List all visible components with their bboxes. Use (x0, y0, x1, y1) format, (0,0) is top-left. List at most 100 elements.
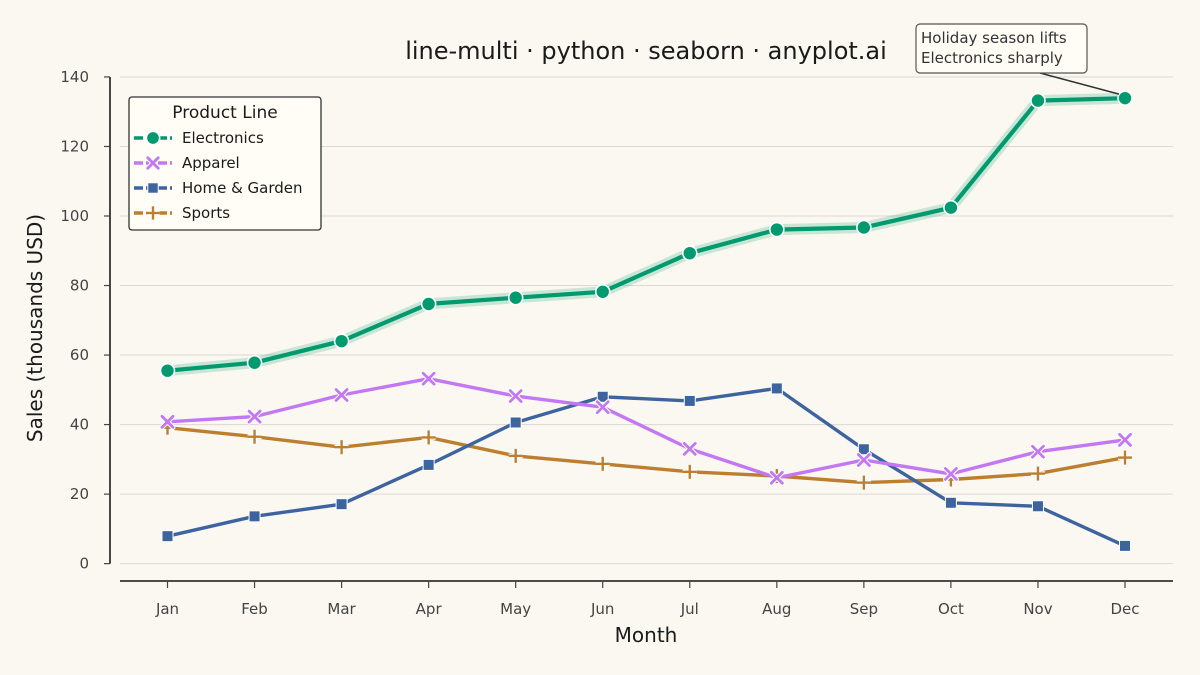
y-tick-label: 40 (70, 416, 89, 434)
data-point-home-garden (1031, 500, 1044, 513)
data-point-electronics (856, 219, 872, 236)
y-axis-label: Sales (thousands USD) (23, 214, 47, 442)
data-point-home-garden (944, 496, 957, 509)
y-tick-label: 0 (79, 555, 89, 573)
y-tick-label: 60 (70, 346, 89, 364)
data-point-sports (508, 448, 523, 463)
data-point-home-garden (596, 390, 609, 403)
data-point-electronics (333, 333, 350, 349)
data-point-apparel (594, 399, 611, 416)
x-tick-label: Apr (416, 600, 443, 618)
data-point-electronics (1117, 90, 1133, 106)
axes: 0 20 40 60 80 100 120 140 Jan Feb Mar Apr May Jun Jul A… (60, 68, 1173, 618)
series-line-apparel (165, 377, 1127, 480)
data-point-home-garden (422, 458, 435, 471)
data-point-electronics (420, 296, 437, 312)
data-point-apparel (768, 469, 785, 486)
data-point-apparel (420, 370, 437, 387)
x-tick-label: Nov (1023, 600, 1052, 618)
x-tick-label: Feb (241, 600, 268, 618)
data-point-home-garden (248, 510, 261, 523)
legend-label: Electronics (182, 129, 264, 147)
legend-box (128, 96, 322, 231)
x-tick-label: Dec (1110, 600, 1139, 618)
legend-label: Home & Garden (182, 179, 303, 197)
legend-marker (147, 182, 159, 194)
x-tick-label: May (500, 600, 531, 618)
data-point-sports (1118, 450, 1132, 465)
data-point-apparel (942, 465, 959, 482)
series-electronics (159, 90, 1133, 379)
legend-item-sports: Sports (134, 204, 230, 222)
legend-title: Product Line (172, 103, 277, 123)
annotation-text: Holiday season lifts (921, 29, 1067, 47)
data-point-home-garden (1119, 539, 1131, 552)
series-apparel (159, 370, 1133, 486)
data-point-home-garden (161, 530, 174, 543)
data-point-sports (334, 440, 349, 455)
series-home-garden (161, 382, 1131, 552)
annotation-text: Electronics sharply (921, 49, 1063, 67)
x-axis-label: Month (615, 623, 678, 647)
x-tick-label: Sep (850, 600, 878, 618)
data-point-home-garden (857, 443, 870, 456)
legend-label: Apparel (182, 154, 240, 172)
data-point-home-garden (770, 382, 783, 395)
x-tick-label: Oct (938, 600, 964, 618)
series-sports (160, 420, 1132, 490)
data-point-electronics (943, 199, 959, 216)
y-tick-label: 100 (60, 207, 89, 225)
y-tick-label: 120 (60, 137, 89, 155)
data-point-apparel (681, 440, 698, 457)
annotation-arrow (1039, 72, 1120, 95)
data-point-electronics (246, 354, 263, 371)
annotation: Holiday season lifts Electronics sharply (915, 23, 1120, 95)
data-point-apparel (1117, 431, 1133, 448)
data-point-apparel (507, 388, 524, 405)
data-point-home-garden (335, 498, 348, 511)
data-point-apparel (159, 413, 176, 430)
data-point-apparel (855, 452, 872, 469)
data-point-electronics (681, 245, 698, 261)
legend-item-apparel: Apparel (134, 154, 240, 172)
x-tick-label: Mar (327, 600, 356, 618)
data-point-apparel (333, 387, 350, 404)
data-point-sports (595, 456, 610, 471)
data-point-sports (421, 430, 436, 445)
legend-label: Sports (182, 204, 230, 222)
legend-marker (145, 130, 161, 146)
x-tick-label: Jun (590, 600, 614, 618)
y-tick-label: 20 (70, 485, 89, 503)
series-group (159, 90, 1133, 552)
data-point-home-garden (509, 416, 522, 429)
annotation-box (915, 23, 1088, 74)
legend: Product Line Electronics Apparel Home & Gar… (128, 96, 322, 231)
data-point-electronics (769, 221, 785, 238)
x-tick-label: Aug (762, 600, 791, 618)
series-line-home-garden (165, 386, 1127, 548)
series-line-electronics (165, 96, 1128, 373)
data-point-sports (1030, 466, 1045, 481)
data-point-electronics (507, 289, 524, 306)
y-tick-label: 140 (60, 68, 89, 86)
x-tick-label: Jan (155, 600, 179, 618)
legend-item-electronics: Electronics (134, 129, 264, 147)
data-point-electronics (159, 362, 176, 379)
data-point-apparel (1029, 443, 1046, 460)
data-point-sports (856, 475, 871, 490)
y-tick-label: 80 (70, 277, 89, 295)
data-point-apparel (246, 408, 263, 425)
series-line-sports (165, 426, 1127, 485)
legend-marker (146, 206, 160, 220)
data-point-sports (247, 429, 262, 444)
data-point-electronics (1030, 92, 1046, 109)
x-tick-label: Jul (680, 600, 699, 618)
data-point-electronics (594, 283, 611, 300)
legend-marker (145, 155, 161, 171)
chart-title: line-multi · python · seaborn · anyplot.… (405, 37, 887, 65)
data-point-home-garden (683, 394, 696, 407)
legend-item-home-garden: Home & Garden (134, 179, 303, 197)
data-point-sports (682, 464, 697, 479)
